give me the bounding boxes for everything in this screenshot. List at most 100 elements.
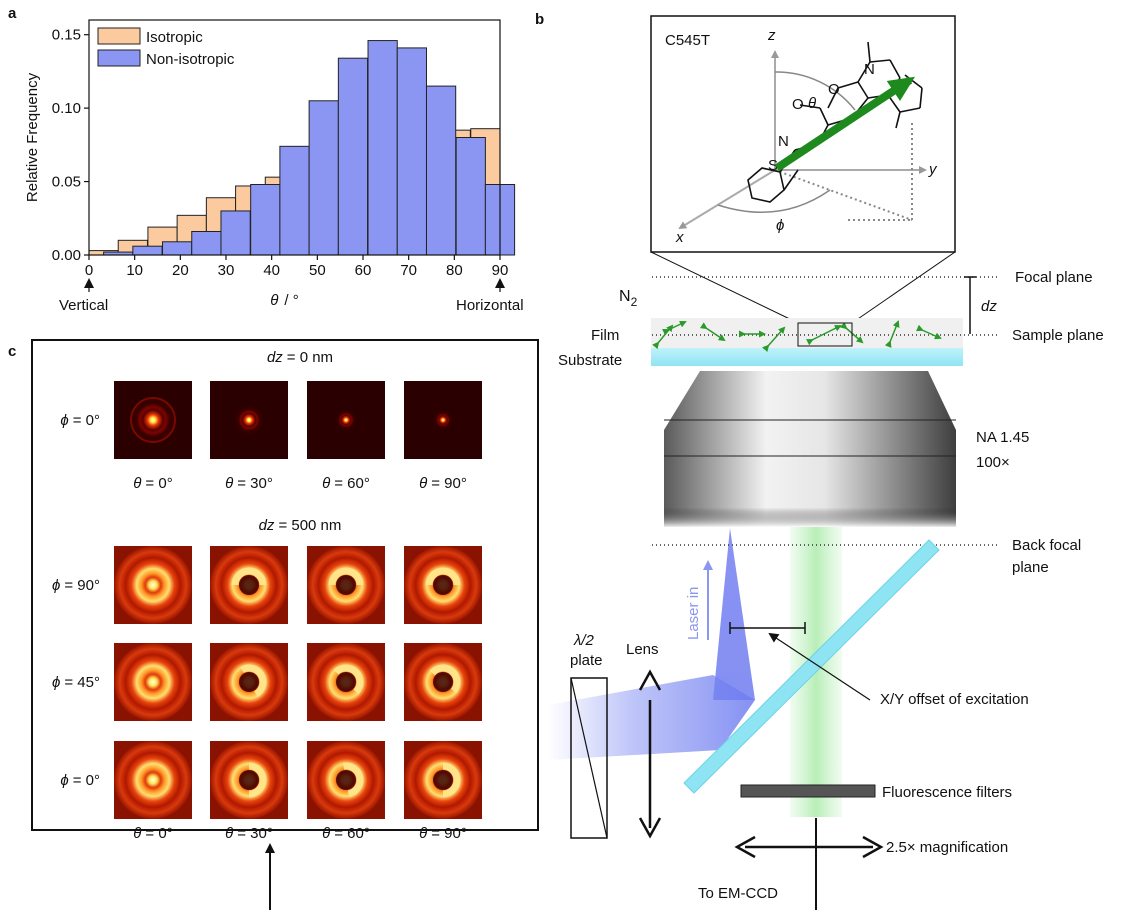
psf-dz500-r2-c0-rings: [114, 741, 192, 819]
horizontal-label: Horizontal: [456, 297, 524, 314]
n2-subscript: 2: [631, 295, 638, 309]
y-tick-label-3: 0.15: [52, 27, 81, 44]
psf-dz500-r1-c1-dark-core: [239, 672, 259, 692]
film-dipole-3: [762, 326, 786, 353]
dz500-theta-label-0: θ = 0°: [133, 825, 172, 842]
psf-dz500-r2-c2-dark-core: [336, 770, 356, 790]
phi-row-label-0: ϕ = 0°: [60, 412, 100, 429]
dz0-theta-label-1: θ = 30°: [225, 475, 273, 492]
focal-plane-label: Focal plane: [1015, 269, 1093, 286]
laser-in-label: Laser in: [685, 587, 702, 640]
objective-body-fade: [664, 430, 956, 527]
phi-row-symbol-0: ϕ: [60, 412, 68, 429]
y-tick-label-1: 0.05: [52, 174, 81, 191]
film-dipole-8: [652, 324, 674, 350]
y-tick-label-0: 0.00: [52, 247, 81, 264]
film-dipoles: [652, 320, 942, 353]
laser-input-beam: [548, 675, 755, 760]
dz0-theta-value-3: = 90°: [431, 475, 467, 492]
dipole-arrow: [774, 76, 916, 172]
dz0-symbol: dz: [267, 349, 283, 366]
x-tick-label-2: 20: [172, 262, 189, 279]
atom-o2: O: [828, 81, 840, 98]
phi-arc: [717, 189, 831, 213]
y-tick-label-2: 0.10: [52, 100, 81, 117]
dz500-theta-value-2: = 60°: [334, 825, 370, 842]
dz500-theta-symbol-0: θ: [133, 825, 141, 842]
magnification-right-cap: [862, 835, 884, 859]
bar-nonisotropic-12: [455, 137, 486, 256]
back-focal-label-1: Back focal: [1012, 537, 1081, 554]
bar-nonisotropic-2: [162, 241, 193, 256]
dz0-theta-symbol-1: θ: [225, 475, 233, 492]
vertical-label: Vertical: [59, 297, 108, 314]
psf-dz500-r0-c3-lobe: [425, 567, 461, 586]
dz500-theta-label-2: θ = 60°: [322, 825, 370, 842]
fluorescence-filters: [740, 784, 876, 798]
to-ccd-label: To EM-CCD: [698, 885, 778, 902]
legend-swatch-0: [97, 27, 141, 45]
psf-dz0-0-spot: [131, 398, 175, 442]
psf-dz0-2-spot: [336, 410, 356, 430]
phi-row-value-3: = 0°: [73, 772, 100, 789]
zoom-line-left: [650, 251, 799, 324]
objective-na: NA 1.45: [976, 429, 1029, 446]
film-dipole-7: [916, 324, 942, 340]
n2-label: N2: [619, 288, 638, 309]
film-dipole-5: [839, 322, 864, 344]
bar-nonisotropic-5: [250, 184, 281, 256]
theta-arc: [774, 71, 856, 111]
projection-line-1: [774, 169, 913, 221]
x-tick-label-1: 10: [126, 262, 143, 279]
zoom-line-right: [851, 251, 956, 324]
x-tick-label-7: 70: [400, 262, 417, 279]
dz500-theta-symbol-3: θ: [419, 825, 427, 842]
dz0-theta-value-0: = 0°: [145, 475, 172, 492]
psf-dz500-r0-c2-lobe: [328, 567, 364, 586]
objective-top: [664, 371, 956, 430]
x-axis-unit: / °: [284, 292, 298, 309]
panel-label-b: b: [535, 11, 544, 28]
psf-dz0-1-spot: [235, 406, 263, 434]
atom-n1: N: [778, 133, 789, 150]
psf-dz0-0-ring: [130, 397, 176, 443]
half-wave-label-1: λ/2: [573, 632, 595, 649]
dz500-theta-label-3: θ = 90°: [419, 825, 467, 842]
lens-top-cap: [638, 669, 662, 691]
dz500-theta-value-0: = 0°: [145, 825, 172, 842]
dichroic-mirror: [683, 539, 940, 794]
dz0-theta-value-1: = 30°: [237, 475, 273, 492]
legend-swatch-1: [97, 49, 141, 67]
film-label: Film: [591, 327, 619, 344]
dz0-theta-label-2: θ = 60°: [322, 475, 370, 492]
psf-dz500-r1-c3-dark-core: [433, 672, 453, 692]
dz500-theta-label-1: θ = 30°: [225, 825, 273, 842]
chart-a: 0 10 20 30 40 50 60 70 80 90 0.00 0.05 0.10 0.15 Relat…: [24, 19, 524, 314]
bar-nonisotropic-4: [220, 210, 251, 256]
x-tick-label-8: 80: [446, 262, 463, 279]
film-dipole-4: [805, 325, 842, 346]
dz500-theta-value-1: = 30°: [237, 825, 273, 842]
back-focal-label-2: plane: [1012, 559, 1049, 576]
axis-z-label: z: [767, 27, 776, 44]
psf-dz500-r0-c3-dark-core: [433, 575, 453, 595]
bar-nonisotropic-1: [132, 245, 163, 256]
x-tick-label-5: 50: [309, 262, 326, 279]
psf-dz500-r1-c1-lobe: [240, 664, 267, 698]
chart-a-frame: [88, 19, 501, 256]
bar-nonisotropic-11: [425, 85, 457, 256]
half-wave-label-2: plate: [570, 652, 603, 669]
lens-bottom-cap: [638, 817, 662, 839]
x-tick-label-3: 30: [218, 262, 235, 279]
x-axis: [678, 169, 776, 230]
atom-o1: O: [792, 96, 804, 113]
film-dipole-6: [884, 320, 900, 348]
psf-dz500-r0-c2-dark-core: [336, 575, 356, 595]
xy-offset-pointer: [768, 632, 871, 701]
psf-dz500-r0-c1-lobe: [231, 567, 267, 586]
psf-dz500-r1-c3-lobe: [429, 664, 461, 694]
x-tick-label-9: 90: [492, 262, 509, 279]
phi-row-value-1: = 90°: [64, 577, 100, 594]
zoom-box: [797, 322, 853, 347]
